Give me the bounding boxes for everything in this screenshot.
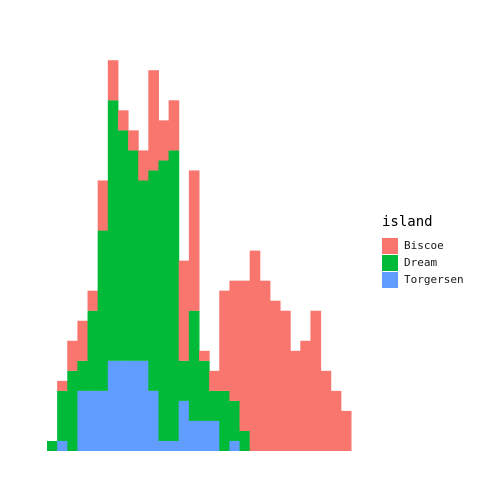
bar-biscoe-6 <box>97 180 109 231</box>
bar-dream-16 <box>199 360 210 421</box>
bar-dream-3 <box>67 370 78 451</box>
bar-dream-1 <box>47 440 58 451</box>
bar-biscoe-5 <box>87 290 99 311</box>
bar-torgersen-15 <box>188 420 200 451</box>
bar-torgersen-13 <box>168 440 180 451</box>
bar-dream-19 <box>229 400 241 441</box>
bar-torgersen-8 <box>117 360 129 451</box>
bar-dream-12 <box>158 160 170 441</box>
bar-biscoe-16 <box>199 350 210 361</box>
bar-torgersen-5 <box>87 390 99 451</box>
bar-biscoe-22 <box>259 280 271 451</box>
legend: island Biscoe Dream Torgersen <box>382 212 464 288</box>
bar-biscoe-28 <box>320 370 332 451</box>
bar-biscoe-27 <box>310 310 322 451</box>
bar-biscoe-30 <box>340 410 352 451</box>
bar-biscoe-9 <box>128 130 139 151</box>
bar-dream-9 <box>128 150 139 361</box>
bar-dream-11 <box>148 170 159 391</box>
bar-biscoe-25 <box>290 350 301 451</box>
bar-biscoe-12 <box>158 120 170 161</box>
legend-item-dream: Dream <box>382 254 464 271</box>
bar-biscoe-23 <box>269 300 281 451</box>
bar-torgersen-2 <box>57 440 68 451</box>
legend-title: island <box>382 214 433 230</box>
bar-torgersen-12 <box>158 440 170 451</box>
bar-biscoe-18 <box>219 290 230 391</box>
bars-layer <box>47 60 352 451</box>
bar-torgersen-14 <box>178 400 190 451</box>
bar-dream-7 <box>107 100 119 361</box>
bar-biscoe-21 <box>249 250 261 451</box>
bar-biscoe-24 <box>280 310 291 451</box>
bar-biscoe-10 <box>138 150 149 181</box>
legend-label-torgersen: Torgersen <box>404 273 464 286</box>
bar-torgersen-7 <box>107 360 119 451</box>
bar-biscoe-3 <box>67 340 78 371</box>
bar-dream-4 <box>77 360 89 391</box>
bar-biscoe-29 <box>330 390 342 451</box>
bar-torgersen-6 <box>97 390 109 451</box>
bar-biscoe-20 <box>239 280 251 431</box>
legend-label-biscoe: Biscoe <box>404 239 444 252</box>
bar-biscoe-13 <box>168 100 180 151</box>
bar-dream-2 <box>57 390 68 441</box>
bar-torgersen-9 <box>128 360 139 451</box>
bar-dream-15 <box>188 310 200 421</box>
bar-dream-20 <box>239 430 251 451</box>
bar-biscoe-15 <box>188 170 200 311</box>
legend-label-dream: Dream <box>404 256 438 269</box>
legend-key-torgersen <box>382 271 398 288</box>
bar-biscoe-4 <box>77 320 89 361</box>
bar-torgersen-19 <box>229 440 241 451</box>
bar-dream-5 <box>87 310 99 391</box>
bar-dream-13 <box>168 150 180 441</box>
bar-biscoe-19 <box>229 280 241 401</box>
bar-torgersen-16 <box>199 420 210 451</box>
legend-item-torgersen: Torgersen <box>382 271 464 288</box>
bar-dream-18 <box>219 390 230 451</box>
bar-dream-6 <box>97 230 109 391</box>
bar-torgersen-4 <box>77 390 89 451</box>
bar-biscoe-14 <box>178 260 190 361</box>
bar-biscoe-26 <box>300 340 311 451</box>
legend-key-dream <box>382 254 398 271</box>
bar-biscoe-2 <box>57 380 68 391</box>
bar-torgersen-17 <box>209 420 220 451</box>
bar-dream-14 <box>178 360 190 401</box>
bar-biscoe-7 <box>107 60 119 101</box>
bar-biscoe-8 <box>117 110 129 131</box>
legend-item-biscoe: Biscoe <box>382 237 464 254</box>
bar-biscoe-11 <box>148 70 159 171</box>
bar-biscoe-17 <box>209 370 220 391</box>
bar-torgersen-11 <box>148 390 159 451</box>
bar-torgersen-10 <box>138 360 149 451</box>
bar-dream-8 <box>117 130 129 361</box>
bar-dream-10 <box>138 180 149 361</box>
legend-key-biscoe <box>382 237 398 254</box>
bar-dream-17 <box>209 390 220 421</box>
